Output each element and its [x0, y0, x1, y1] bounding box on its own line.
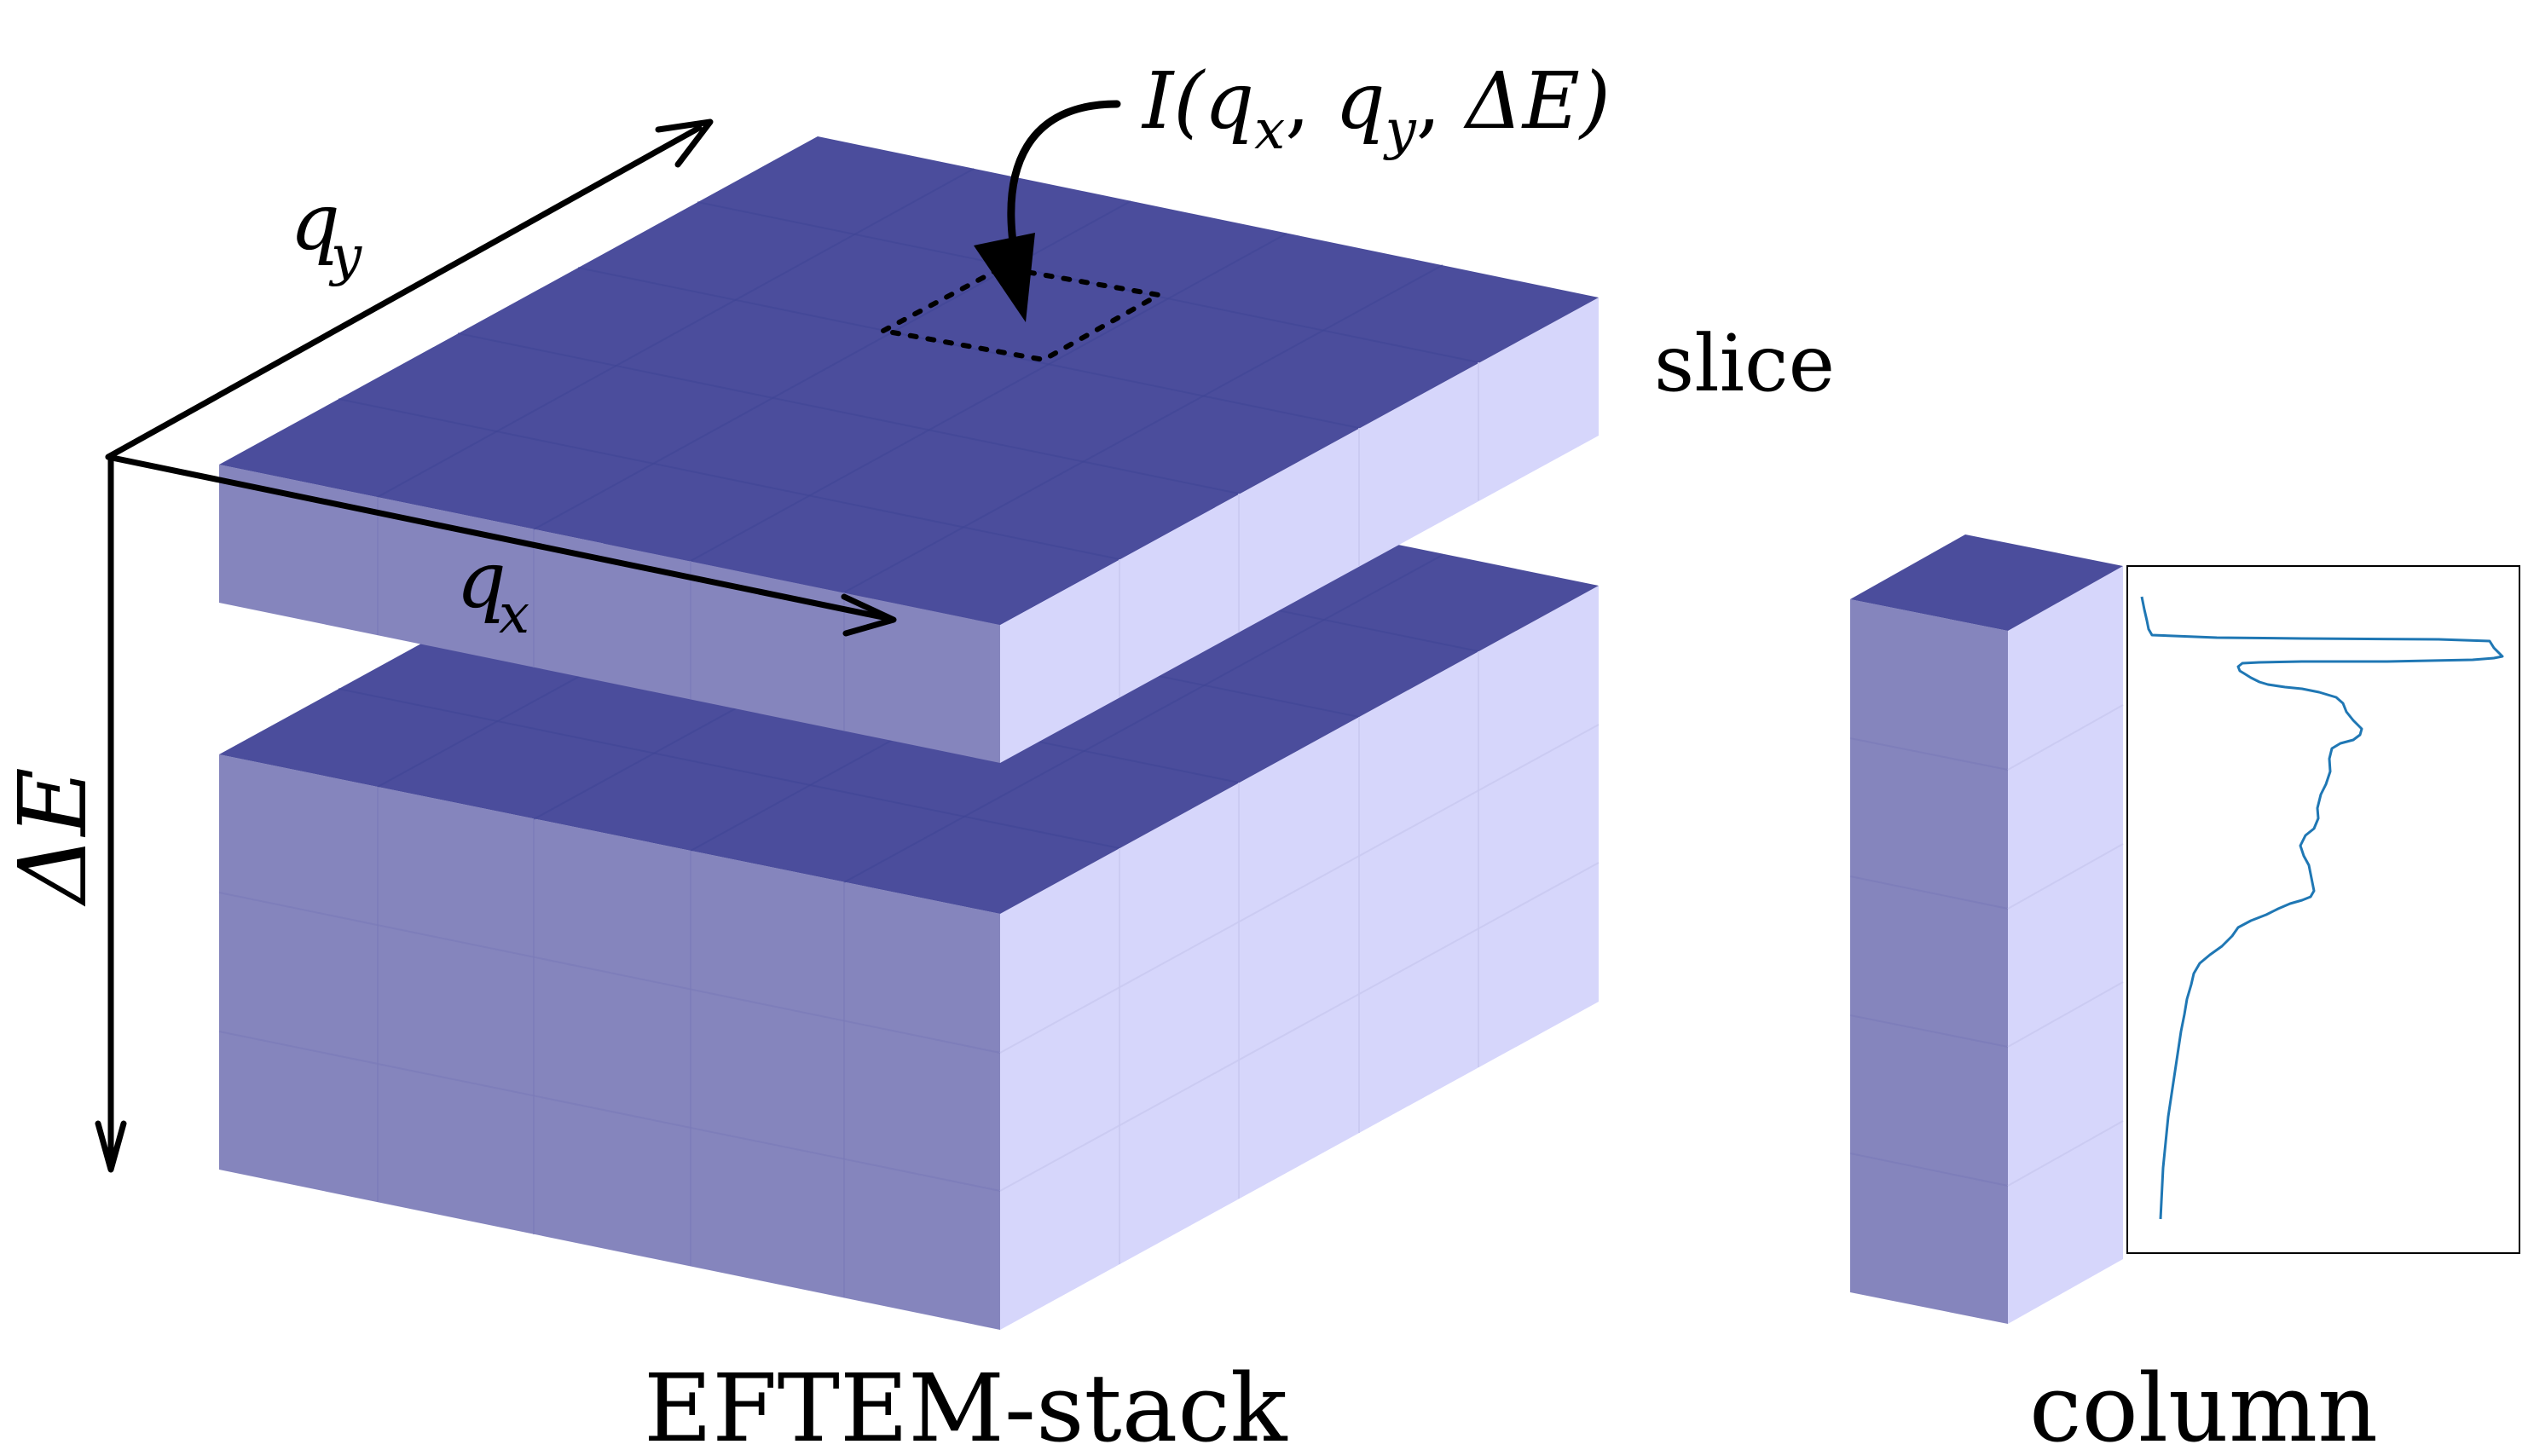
intensity-pointer-arrow [974, 100, 1121, 322]
slice-side-face [1000, 298, 1599, 763]
axis-qy-subscript: y [328, 225, 362, 288]
column-block [1849, 534, 2124, 1324]
axis-qx-subscript: x [499, 583, 529, 646]
column-label: column [2029, 1354, 2378, 1456]
axis-qy-label: q y [290, 176, 362, 288]
intensity-qx-sub: x [1254, 99, 1285, 162]
svg-text:I(qx, qy, ΔE): I(qx, qy, ΔE) [1141, 55, 1611, 162]
axes [95, 118, 897, 1173]
axis-qx-line [105, 454, 890, 621]
column-grid [1849, 704, 2124, 1187]
stack-front-face [219, 754, 1000, 1330]
spectrum-panel [2126, 565, 2520, 1254]
slice-front-face [219, 465, 1000, 763]
slice-block [219, 136, 1599, 763]
intensity-qx: q [1204, 55, 1254, 147]
spectrum-line [2140, 596, 2504, 1220]
stack-front-grid [218, 787, 1001, 1297]
column-front-face [1850, 599, 2008, 1324]
axis-dE-arrowhead [95, 1120, 127, 1173]
axis-qx-symbol: q [456, 534, 506, 626]
axis-qy-arrowhead [655, 118, 714, 168]
intensity-sep2: , [1416, 55, 1466, 147]
selected-pixel-outline [875, 264, 1166, 363]
axis-qx-label: q x [456, 534, 529, 646]
intensity-qy-sub: y [1383, 99, 1417, 162]
intensity-dE: ΔE) [1463, 55, 1611, 147]
slice-top-grid [338, 168, 1479, 593]
stack-side-face [1000, 586, 1599, 1330]
column-top-face [1850, 534, 2123, 631]
axis-dE-label: ΔE [0, 767, 107, 907]
axis-qx-arrowhead [841, 593, 897, 637]
slice-top-face [219, 136, 1599, 625]
intensity-label: I(qx, qy, ΔE) [1141, 55, 1611, 162]
eftem-stack-label: EFTEM-stack [644, 1354, 1288, 1456]
stack-side-grid [999, 651, 1600, 1264]
axis-qy-line [105, 124, 703, 460]
spectrum-frame [2126, 565, 2520, 1254]
column-side-face [2008, 566, 2123, 1324]
intensity-I: I( [1141, 55, 1206, 147]
axis-qy-symbol: q [290, 176, 340, 268]
intensity-sep1: , [1285, 55, 1335, 147]
slice-label: slice [1654, 318, 1835, 409]
intensity-qy: q [1335, 55, 1385, 147]
slice-front-grid [377, 362, 1479, 731]
